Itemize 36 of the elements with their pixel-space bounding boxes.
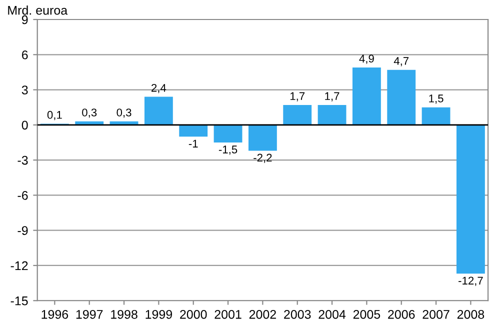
x-tick-label: 2008 [457,310,484,319]
x-tick-label: 2005 [353,310,380,319]
y-tick-label: 3 [22,86,28,94]
x-tick-label: 2002 [249,310,276,319]
x-tick-label: 1997 [76,310,103,319]
data-label: 2,4 [152,84,166,94]
data-label: 1,5 [429,94,444,104]
y-tick-label: -3 [18,156,28,165]
x-tick-label: 2006 [388,310,415,319]
y-tick-label: -12 [10,261,28,270]
y-tick-label: 9 [22,15,28,24]
x-tick-label: 1996 [42,310,68,319]
y-tick-label: -9 [18,226,28,235]
data-label: 1,7 [325,92,340,102]
y-tick-label: 6 [22,50,28,60]
x-tick-label: 2001 [214,310,242,319]
data-label: -12,7 [458,276,483,286]
data-label: 0,3 [82,108,97,118]
data-label: -2,2 [254,154,272,163]
x-tick-label: 1998 [111,310,138,319]
y-axis-title: Mrd. euroa [8,6,68,15]
data-label: 4,7 [394,57,409,66]
y-tick-label: -6 [18,191,28,200]
data-label: -1 [188,140,198,148]
data-label: 0,1 [47,110,62,120]
x-tick-label: 2007 [422,310,450,319]
x-tick-label: 2000 [180,310,207,319]
data-label: 0,3 [116,108,132,118]
x-tick-label: 2003 [284,310,311,319]
y-tick-label: 0 [22,120,28,130]
x-tick-label: 2004 [318,310,346,319]
data-label: -1,5 [218,146,238,155]
data-label: 1,7 [290,92,305,102]
y-tick-label: -15 [10,296,28,306]
x-tick-label: 1999 [146,310,172,319]
data-label: 4,9 [359,54,374,64]
